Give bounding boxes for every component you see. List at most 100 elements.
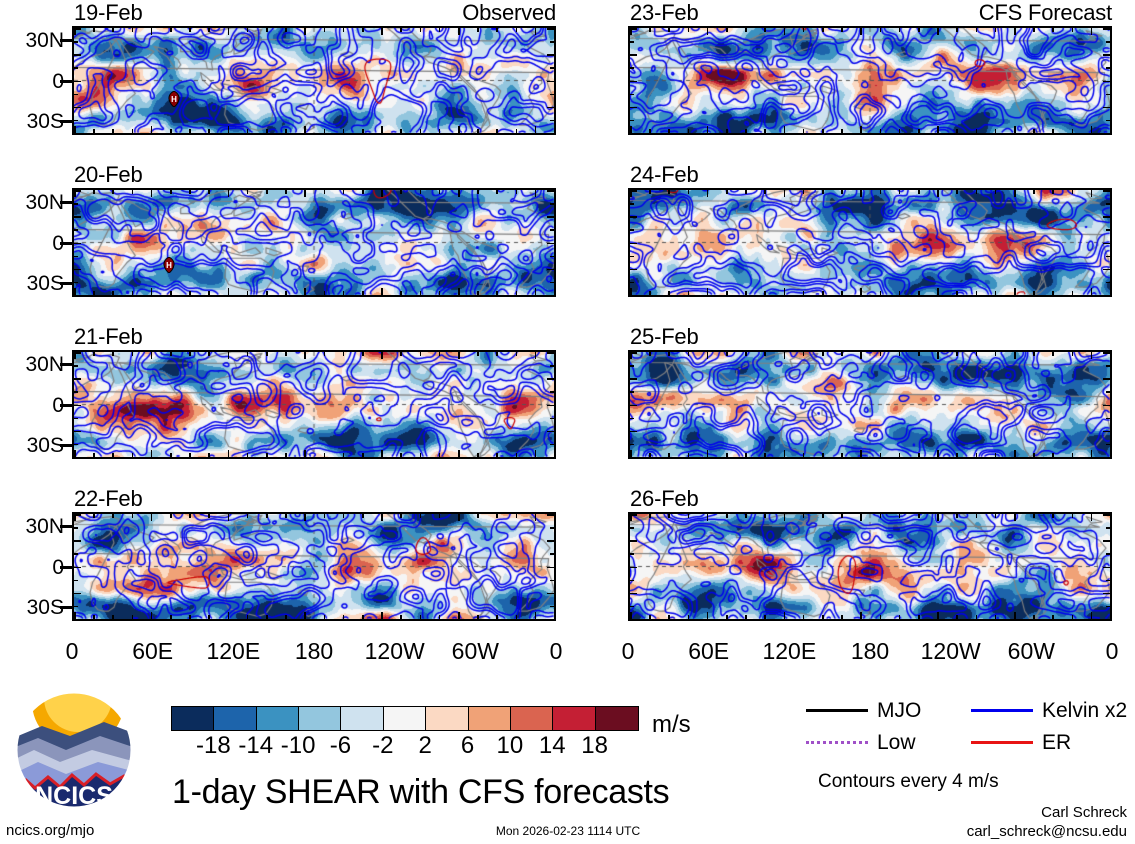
axis-tick bbox=[1090, 190, 1093, 197]
footer-email[interactable]: carl_schreck@ncsu.edu bbox=[966, 823, 1127, 840]
axis-tick bbox=[74, 133, 81, 135]
axis-tick bbox=[170, 615, 172, 619]
footer-site-link[interactable]: ncics.org/mjo bbox=[6, 822, 95, 839]
axis-tick bbox=[554, 129, 556, 133]
axis-tick bbox=[630, 216, 637, 218]
axis-tick bbox=[706, 28, 709, 35]
axis-tick bbox=[745, 453, 747, 457]
axis-tick bbox=[74, 229, 78, 231]
axis-tick bbox=[323, 129, 326, 133]
axis-tick bbox=[189, 453, 191, 457]
axis-tick bbox=[726, 453, 728, 457]
axis-tick bbox=[515, 129, 518, 133]
legend-item-mjo: MJO bbox=[806, 700, 921, 721]
axis-tick bbox=[554, 291, 556, 295]
axis-tick bbox=[74, 612, 76, 619]
axis-tick bbox=[227, 190, 230, 197]
axis-tick bbox=[937, 28, 939, 35]
right-x-tick-4: 120W bbox=[920, 638, 981, 664]
colorbar-segment-3 bbox=[299, 707, 342, 730]
axis-tick bbox=[227, 288, 230, 295]
axis-tick bbox=[547, 404, 554, 407]
colorbar-tick-6: 6 bbox=[460, 732, 475, 759]
axis-tick bbox=[841, 514, 843, 518]
axis-tick bbox=[547, 106, 554, 109]
axis-tick bbox=[208, 129, 210, 133]
axis-tick bbox=[975, 514, 978, 518]
axis-tick bbox=[630, 619, 637, 621]
axis-tick bbox=[547, 216, 554, 218]
y-axis-tick bbox=[60, 38, 72, 42]
legend-line-swatch bbox=[971, 709, 1033, 712]
axis-tick bbox=[93, 615, 95, 619]
axis-tick bbox=[1071, 28, 1074, 32]
axis-tick bbox=[381, 352, 383, 359]
axis-tick bbox=[381, 450, 383, 457]
axis-tick bbox=[74, 566, 81, 569]
legend-line-swatch bbox=[971, 741, 1033, 744]
map-panel-26-feb bbox=[628, 512, 1112, 621]
map-field-canvas bbox=[630, 514, 1110, 619]
axis-tick bbox=[630, 255, 634, 258]
axis-tick bbox=[381, 288, 383, 295]
panel-title-25-feb: 25-Feb bbox=[630, 324, 699, 349]
axis-tick bbox=[994, 352, 997, 356]
axis-tick bbox=[550, 229, 554, 231]
axis-tick bbox=[1106, 417, 1110, 420]
axis-tick bbox=[706, 612, 709, 619]
axis-tick bbox=[1106, 553, 1110, 555]
axis-tick bbox=[994, 291, 997, 295]
axis-tick bbox=[227, 450, 230, 457]
axis-tick bbox=[285, 615, 287, 619]
axis-tick bbox=[112, 453, 114, 457]
axis-tick bbox=[918, 514, 920, 518]
axis-tick bbox=[550, 93, 554, 96]
axis-tick bbox=[1103, 619, 1110, 621]
axis-tick bbox=[630, 229, 634, 231]
page-title: 1-day SHEAR with CFS forecasts bbox=[172, 773, 670, 811]
colorbar-tick-labels: -18 -14 -10 -6 -2 2 6 10 14 18 bbox=[171, 734, 637, 760]
axis-tick bbox=[1103, 457, 1110, 459]
axis-tick bbox=[1090, 28, 1093, 35]
axis-tick bbox=[994, 453, 997, 457]
axis-tick bbox=[304, 450, 306, 457]
axis-tick bbox=[630, 80, 637, 83]
axis-tick bbox=[74, 579, 78, 582]
axis-tick bbox=[918, 352, 920, 356]
left-x-tick-6: 0 bbox=[549, 638, 563, 664]
storm-marker-h: H bbox=[167, 90, 181, 108]
axis-tick bbox=[956, 615, 958, 619]
axis-tick bbox=[726, 28, 728, 32]
axis-tick bbox=[630, 579, 634, 582]
axis-tick bbox=[266, 28, 268, 32]
axis-tick bbox=[1052, 514, 1054, 518]
y-axis-tick bbox=[60, 565, 72, 569]
axis-tick bbox=[438, 514, 441, 518]
axis-tick bbox=[630, 203, 634, 205]
axis-tick bbox=[1052, 291, 1054, 295]
axis-tick bbox=[131, 28, 134, 32]
footer-author: Carl Schreck bbox=[1041, 804, 1127, 821]
axis-tick bbox=[189, 190, 191, 194]
axis-tick bbox=[323, 453, 326, 457]
axis-tick bbox=[189, 615, 191, 619]
axis-tick bbox=[630, 450, 632, 457]
axis-tick bbox=[975, 129, 978, 133]
axis-tick bbox=[74, 391, 78, 393]
axis-tick bbox=[706, 514, 709, 521]
axis-tick bbox=[74, 119, 78, 122]
axis-tick bbox=[956, 514, 958, 518]
axis-tick bbox=[783, 612, 786, 619]
axis-tick bbox=[975, 615, 978, 619]
axis-tick bbox=[266, 453, 268, 457]
axis-tick bbox=[994, 514, 997, 518]
legend-item-er: ER bbox=[971, 732, 1071, 753]
axis-tick bbox=[898, 352, 901, 356]
panel-title-23-feb: 23-Feb bbox=[630, 0, 699, 25]
axis-tick bbox=[381, 190, 383, 197]
axis-tick bbox=[630, 605, 634, 608]
axis-tick bbox=[802, 453, 805, 457]
axis-tick bbox=[93, 514, 95, 518]
axis-tick bbox=[630, 126, 632, 133]
colorbar-tick-9: 18 bbox=[581, 732, 608, 759]
